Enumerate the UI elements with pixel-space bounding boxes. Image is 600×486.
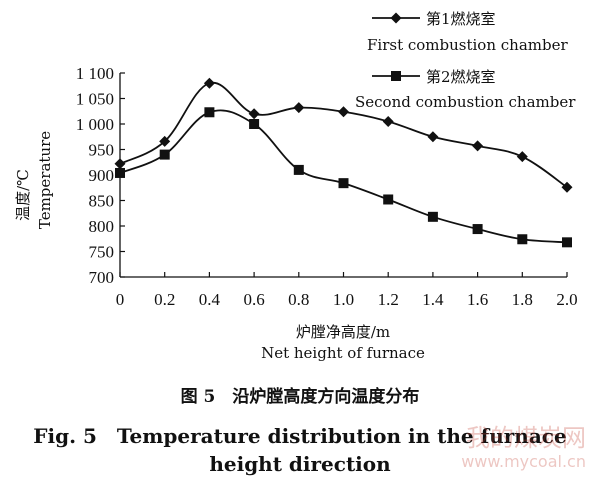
series-2-line xyxy=(119,109,568,244)
series-1-point xyxy=(248,108,260,120)
watermark-url: www.mycoal.cn xyxy=(461,452,586,471)
legend-2-marker xyxy=(391,71,401,81)
x-axis-title-cn: 炉膛净高度/m xyxy=(296,323,390,341)
series-2-point xyxy=(472,224,483,235)
series-2-point xyxy=(338,178,349,189)
series-2-point xyxy=(115,167,125,178)
legend-2-label-en: Second combustion chamber xyxy=(355,93,576,111)
y-tick-label: 750 xyxy=(89,243,115,262)
x-tick-label: 2.0 xyxy=(556,290,577,309)
series-2-point xyxy=(159,149,170,160)
y-tick-label: 1 000 xyxy=(76,115,114,134)
legend-1-marker xyxy=(390,12,402,24)
x-tick-label: 0.6 xyxy=(243,290,264,309)
legend-2-label-cn: 第2燃烧室 xyxy=(426,68,496,86)
series-2-point xyxy=(293,164,304,175)
series-1-point xyxy=(203,77,215,89)
series-1-point xyxy=(427,131,439,143)
x-tick-label: 1.8 xyxy=(512,290,533,309)
series-2-point xyxy=(383,194,394,205)
x-tick-label: 0.8 xyxy=(288,290,309,309)
legend-1-label-cn: 第1燃烧室 xyxy=(426,10,496,28)
caption-chinese: 图 5 沿炉膛高度方向温度分布 xyxy=(180,387,420,407)
x-tick-label: 0.2 xyxy=(154,290,175,309)
x-tick-label: 1.6 xyxy=(467,290,488,309)
series-2-point xyxy=(517,234,528,245)
legend-1-label-en: First combustion chamber xyxy=(367,36,568,54)
y-tick-label: 700 xyxy=(89,268,115,287)
y-tick-label: 1 100 xyxy=(76,64,114,83)
caption-english-line-2: height direction xyxy=(209,452,391,476)
series-1-point xyxy=(293,102,305,114)
x-axis-title-en: Net height of furnace xyxy=(261,344,425,362)
series-1-point xyxy=(561,181,573,193)
y-axis-title-en: Temperature xyxy=(36,131,54,229)
watermark: 我的煤炭网 www.mycoal.cn xyxy=(416,418,586,478)
series-2-point xyxy=(204,107,215,118)
series-1-point xyxy=(159,135,171,147)
series-1-point xyxy=(338,106,349,118)
y-axis-title-cn: 温度/℃ xyxy=(14,169,32,221)
caption-english-line-1: Fig. 5 Temperature distribution in the f… xyxy=(33,424,567,448)
y-tick-label: 1 050 xyxy=(76,90,114,109)
series-2-point xyxy=(427,211,438,222)
y-tick-label: 800 xyxy=(89,217,115,236)
series-2-point xyxy=(249,119,260,129)
watermark-text: 我的煤炭网 xyxy=(466,424,586,452)
x-tick-label: 0.4 xyxy=(199,290,221,309)
x-tick-label: 1.2 xyxy=(378,290,399,309)
series-1-point xyxy=(382,115,394,127)
series-1-point xyxy=(516,151,528,163)
series-1-point xyxy=(472,140,484,152)
x-tick-label: 1.4 xyxy=(422,290,444,309)
y-tick-label: 900 xyxy=(89,166,115,185)
series-2-point xyxy=(562,237,572,248)
x-tick-label: 0 xyxy=(116,290,125,309)
y-tick-label: 850 xyxy=(89,192,115,211)
series-1-point xyxy=(114,158,126,170)
y-tick-label: 950 xyxy=(89,141,115,160)
x-tick-label: 1.0 xyxy=(333,290,354,309)
